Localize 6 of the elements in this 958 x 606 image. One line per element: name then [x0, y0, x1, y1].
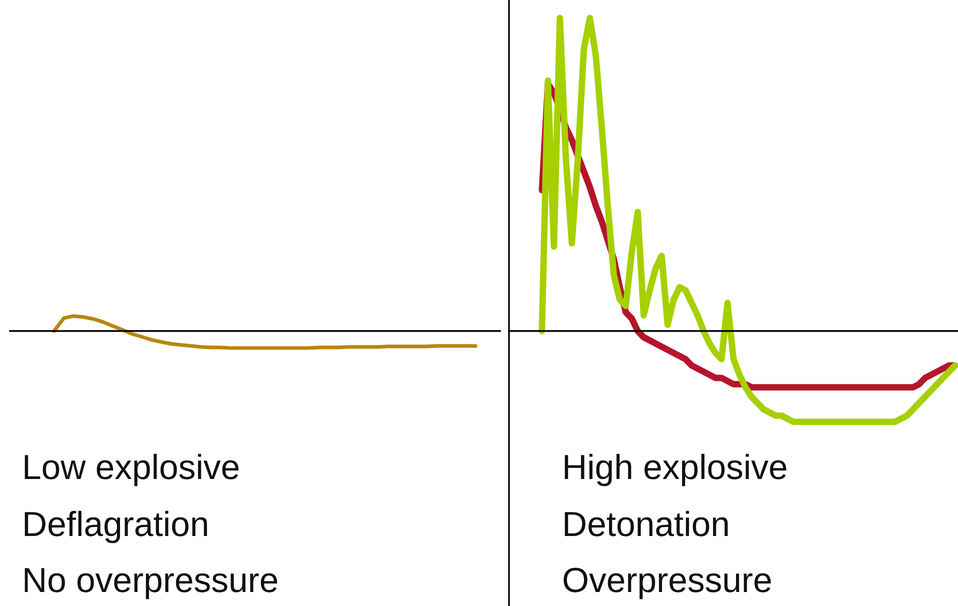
text: Low explosive — [24, 454, 239, 486]
text: High explosive — [564, 454, 786, 486]
text: Overpressure — [564, 568, 771, 600]
text: No overpressure — [24, 568, 278, 600]
text: Deflagration — [24, 510, 207, 544]
text: Detonation — [564, 510, 728, 536]
